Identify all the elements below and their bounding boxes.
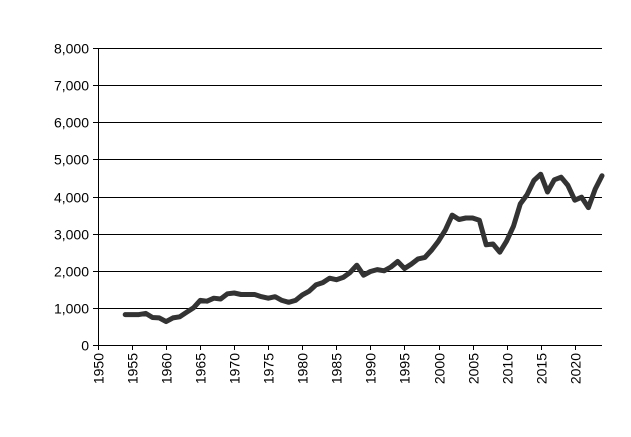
- x-tick-label: 1995: [397, 353, 413, 384]
- horizontal-gridlines: [98, 48, 602, 309]
- x-tick-label: 1985: [329, 353, 345, 384]
- x-tick-label: 2010: [500, 353, 516, 384]
- x-tick-label: 2005: [466, 353, 482, 384]
- y-tick-label: 0: [81, 338, 89, 354]
- y-tick-label: 6,000: [54, 115, 89, 131]
- series-group: [122, 171, 605, 325]
- y-tick-label: 8,000: [54, 41, 89, 57]
- series-line-0: [122, 171, 605, 325]
- x-tick-label: 1975: [261, 353, 277, 384]
- x-tick-label: 1990: [363, 353, 379, 384]
- y-tick-label: 3,000: [54, 227, 89, 243]
- x-tick-label: 1980: [295, 353, 311, 384]
- y-tick-label: 2,000: [54, 264, 89, 280]
- y-tick-label: 1,000: [54, 301, 89, 317]
- x-tick-label: 1955: [125, 353, 141, 384]
- y-tick-label: 4,000: [54, 190, 89, 206]
- x-tick-label: 2020: [568, 353, 584, 384]
- x-tick-label: 1960: [159, 353, 175, 384]
- x-tick-label: 1970: [227, 353, 243, 384]
- plot-area: 0 1,000 2,000 3,000 4,000 5,000 6,000 7,000 8,00…: [54, 41, 605, 384]
- x-tick-label: 1965: [193, 353, 209, 384]
- x-axis-ticks: 1950 1955 1960 1965 1970 1975 1980 1985 1990 1995…: [91, 345, 584, 384]
- x-tick-label: 2000: [432, 353, 448, 384]
- y-tick-label: 5,000: [54, 152, 89, 168]
- x-tick-label: 1950: [91, 353, 107, 384]
- x-tick-label: 2015: [534, 353, 550, 384]
- y-axis-ticks: 0 1,000 2,000 3,000 4,000 5,000 6,000 7,000 8,00…: [54, 41, 98, 354]
- y-tick-label: 7,000: [54, 78, 89, 94]
